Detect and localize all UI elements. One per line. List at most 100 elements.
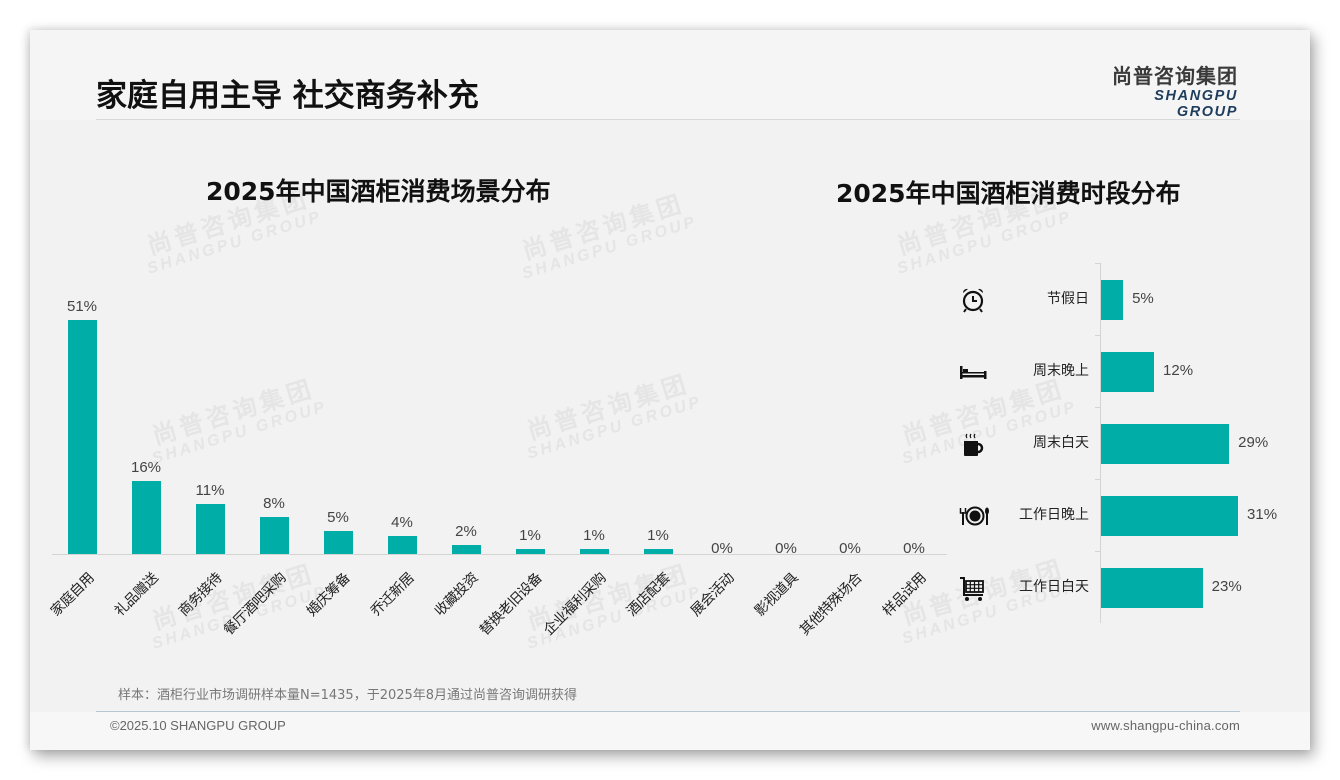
- header-band: [30, 30, 1310, 120]
- bar-value-label: 2%: [455, 522, 477, 540]
- bar-column: 11% 商务接待: [176, 270, 242, 620]
- bar: [1101, 496, 1239, 536]
- sample-note: 样本：酒柜行业市场调研样本量N=1435，于2025年8月通过尚普咨询调研获得: [118, 688, 578, 703]
- bar-column: 0% 影视道具: [752, 270, 818, 620]
- bar: [580, 549, 609, 554]
- bar-column: 1% 企业福利采购: [541, 270, 626, 638]
- bar: [516, 549, 545, 554]
- bar-category-label: 酒店配套: [623, 570, 674, 620]
- footer-divider: [96, 711, 1240, 712]
- bar: [132, 480, 161, 554]
- bar-column: 16% 礼品赠送: [112, 270, 178, 620]
- bar: [196, 503, 225, 554]
- bar-row: 周末晚上 12%: [940, 335, 1300, 407]
- coffee-mug-icon: [958, 429, 988, 459]
- footer-band: [30, 712, 1310, 750]
- bar-category-label: 工作日晚上: [1019, 507, 1089, 523]
- bar-category-label: 节假日: [1047, 291, 1089, 307]
- bar-category-label: 影视道具: [751, 570, 802, 620]
- bar-category-label: 工作日白天: [1019, 579, 1089, 595]
- shopping-cart-icon: [958, 573, 988, 603]
- bar-value-label: 12%: [1163, 362, 1194, 379]
- bar-category-label: 婚庆筹备: [303, 570, 354, 620]
- bar-row: 工作日白天 23%: [940, 551, 1300, 623]
- bar-column: 0% 展会活动: [688, 270, 754, 620]
- bar-value-label: 0%: [839, 540, 861, 557]
- bar-category-label: 周末晚上: [1033, 363, 1089, 379]
- bar: [324, 531, 353, 554]
- bar-value-label: 11%: [195, 481, 225, 499]
- bar-column: 2% 收藏投资: [432, 270, 498, 620]
- axis-tick: [1095, 263, 1101, 264]
- bar-category-label: 企业福利采购: [540, 570, 610, 639]
- bar-category-label: 乔迁新居: [367, 570, 418, 620]
- bar-value-label: 0%: [903, 540, 925, 557]
- bar-value-label: 0%: [711, 540, 733, 557]
- bar-category-label: 展会活动: [687, 570, 738, 620]
- copyright-text: ©2025.10 SHANGPU GROUP: [110, 718, 286, 733]
- bar: [388, 535, 417, 554]
- bar-value-label: 29%: [1238, 434, 1269, 451]
- bar-category-label: 其他特殊场合: [796, 570, 866, 639]
- bar-value-label: 51%: [66, 297, 98, 315]
- bar-column: 5% 婚庆筹备: [304, 270, 370, 620]
- bar-category-label: 餐厅酒吧采购: [220, 570, 290, 639]
- bar-column: 8% 餐厅酒吧采购: [221, 270, 306, 638]
- company-logo: 尚普咨询集团 SHANGPU GROUP: [1088, 64, 1238, 120]
- bar-value-label: 8%: [263, 495, 285, 513]
- website-text: www.shangpu-china.com: [1091, 718, 1240, 733]
- bar-row: 工作日晚上 31%: [940, 479, 1300, 551]
- bar: [1101, 280, 1124, 320]
- bed-icon: [958, 357, 988, 387]
- bar-category-label: 家庭自用: [47, 570, 98, 620]
- bar-column: 1% 酒店配套: [624, 270, 690, 619]
- bar-category-label: 商务接待: [175, 570, 226, 620]
- bar-column: 4% 乔迁新居: [368, 270, 434, 620]
- axis-tick: [1095, 407, 1101, 408]
- page-title: 家庭自用主导 社交商务补充: [96, 78, 479, 114]
- bar-value-label: 4%: [391, 513, 413, 531]
- bar-category-label: 样品试用: [879, 570, 930, 620]
- bar-column: 0% 样品试用: [880, 270, 946, 620]
- slide: 家庭自用主导 社交商务补充 尚普咨询集团 SHANGPU GROUP 尚普咨询集…: [30, 30, 1310, 750]
- bar-column: 1% 替换老旧设备: [477, 270, 562, 638]
- left-chart-title: 2025年中国酒柜消费场景分布: [206, 177, 551, 206]
- watermark-en: SHANGPU GROUP: [145, 208, 325, 278]
- bar-category-label: 替换老旧设备: [476, 570, 546, 639]
- scenario-bar-chart: 51% 家庭自用 16% 礼品赠送 11% 商务接待 8% 餐厅酒吧采购 5% 婚庆筹备 4% 乔迁新…: [48, 270, 950, 670]
- bar-column: 0% 其他特殊场合: [797, 270, 882, 639]
- bar-value-label: 0%: [775, 540, 797, 557]
- axis-tick: [1095, 479, 1101, 480]
- bar-category-label: 周末白天: [1033, 435, 1089, 451]
- axis-tick: [1095, 551, 1101, 552]
- y-axis-line: [1100, 263, 1101, 623]
- bar: [644, 549, 673, 554]
- bar: [1101, 424, 1230, 464]
- bar-category-label: 礼品赠送: [111, 570, 162, 620]
- header-divider: [96, 119, 1240, 120]
- time-period-bar-chart: 节假日 5% 周末晚上 12% 周末白天 29% 工作日晚上 31% 工作日白天 23%: [940, 260, 1300, 630]
- bar-value-label: 5%: [1132, 290, 1154, 307]
- logo-chinese-text: 尚普咨询集团: [1112, 64, 1238, 88]
- axis-tick: [1095, 335, 1101, 336]
- bar-value-label: 1%: [519, 527, 541, 545]
- bar-value-label: 23%: [1211, 578, 1242, 595]
- bar: [1101, 568, 1203, 608]
- bar-value-label: 1%: [583, 527, 605, 545]
- x-axis-line: [52, 554, 947, 555]
- alarm-clock-icon: [958, 285, 988, 315]
- bar: [452, 544, 481, 554]
- bar: [1101, 352, 1155, 392]
- bar-row: 节假日 5%: [940, 263, 1300, 335]
- bar: [68, 319, 97, 554]
- bar-value-label: 5%: [327, 509, 349, 527]
- bar-row: 周末白天 29%: [940, 407, 1300, 479]
- bar-value-label: 31%: [1247, 506, 1278, 523]
- logo-english-text: SHANGPU GROUP: [1154, 88, 1238, 120]
- bar-value-label: 16%: [130, 458, 162, 476]
- bar-column: 51% 家庭自用: [48, 270, 114, 620]
- dinner-plate-icon: [958, 501, 989, 531]
- bar-category-label: 收藏投资: [431, 570, 482, 620]
- right-chart-title: 2025年中国酒柜消费时段分布: [836, 179, 1181, 208]
- bar: [260, 517, 289, 554]
